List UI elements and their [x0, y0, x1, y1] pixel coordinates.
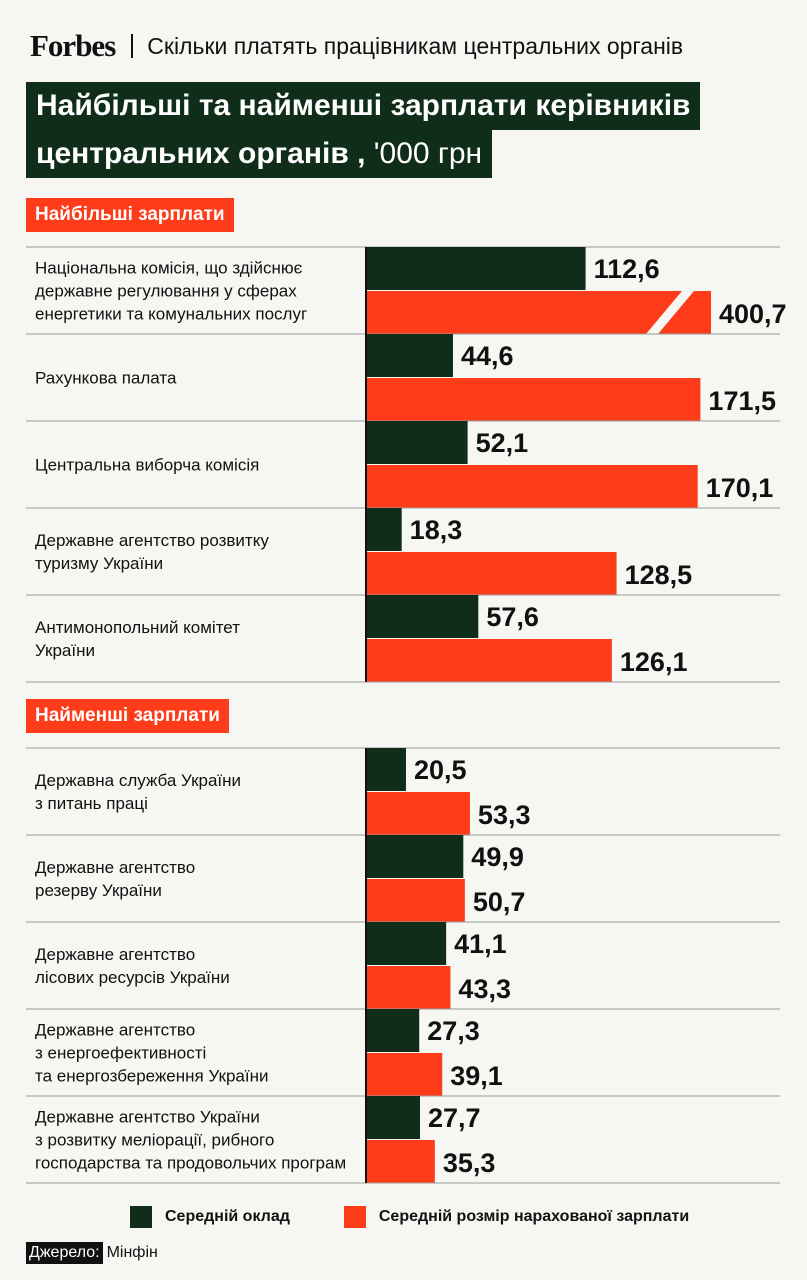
value-label-salary-3: 18,3	[410, 515, 463, 545]
source: Джерело: Мінфін	[26, 1242, 158, 1264]
row-label-0-line2: енергетики та комунальних послуг	[35, 305, 307, 324]
row-label-0-line1: державне регулювання у сферах	[35, 282, 297, 301]
bar-salary-8	[366, 1009, 420, 1052]
row-label-9-line2: господарства та продовольчих програм	[35, 1154, 346, 1173]
value-label-salary-8: 27,3	[427, 1016, 480, 1046]
value-label-accrued-8: 39,1	[450, 1061, 503, 1091]
source-value: Мінфін	[106, 1244, 158, 1261]
bar-accrued-5	[366, 792, 470, 835]
bar-salary-7	[366, 922, 447, 965]
row-label-9-line0: Державне агентство України	[35, 1108, 260, 1127]
section-header-highest: Найбільші зарплати	[26, 198, 234, 232]
legend-item-salary: Середній оклад	[130, 1206, 290, 1228]
header-separator	[131, 34, 134, 58]
value-label-salary-4: 57,6	[486, 602, 539, 632]
bar-accrued-8	[366, 1053, 443, 1096]
value-label-accrued-5: 53,3	[478, 800, 531, 830]
bar-accrued-7	[366, 966, 451, 1009]
row-label-3-line0: Державне агентство розвитку	[35, 531, 269, 550]
row-label-6-line0: Державне агентство	[35, 858, 195, 877]
row-label-7-line1: лісових ресурсів України	[35, 968, 230, 987]
bar-salary-2	[366, 421, 468, 464]
row-label-8-line0: Державне агентство	[35, 1021, 195, 1040]
row-label-3-line1: туризму України	[35, 554, 163, 573]
bar-salary-3	[366, 508, 402, 551]
row-label-5-line0: Державна служба України	[35, 771, 241, 790]
section-header-lowest: Найменші зарплати	[26, 699, 229, 733]
legend: Середній оклад Середній розмір нарахован…	[130, 1206, 689, 1228]
bar-salary-0	[366, 247, 586, 290]
row-label-4-line0: Антимонопольний комітет	[35, 618, 240, 637]
bar-salary-9	[366, 1096, 421, 1139]
row-label-5-line1: з питань праці	[35, 794, 148, 813]
value-label-accrued-3: 128,5	[625, 560, 693, 590]
chart-title-unit: '000 грн	[373, 137, 483, 170]
bar-accrued-2	[366, 465, 698, 508]
chart-title-line1: Найбільші та найменші зарплати керівникі…	[26, 82, 701, 130]
value-label-salary-5: 20,5	[414, 755, 467, 785]
row-label-9-line1: з розвитку меліорації, рибного	[35, 1131, 274, 1150]
row-label-8-line1: з енергоефективності	[35, 1044, 206, 1063]
source-label: Джерело:	[26, 1242, 103, 1264]
value-label-accrued-0: 400,7	[719, 299, 787, 329]
legend-label-salary: Середній оклад	[165, 1208, 290, 1225]
bar-salary-1	[366, 334, 453, 377]
bar-salary-5	[366, 748, 406, 791]
axis-break-mark	[646, 291, 694, 334]
value-label-salary-6: 49,9	[471, 842, 524, 872]
bar-accrued-9	[366, 1140, 435, 1183]
value-label-accrued-1: 171,5	[708, 386, 776, 416]
value-label-accrued-4: 126,1	[620, 647, 688, 677]
row-label-6-line1: резерву України	[35, 881, 162, 900]
value-label-salary-2: 52,1	[476, 428, 529, 458]
row-label-2-line0: Центральна виборча комісія	[35, 456, 259, 475]
row-label-1-line0: Рахункова палата	[35, 369, 177, 388]
chart-title: Найбільші та найменші зарплати керівникі…	[26, 82, 701, 178]
bar-accrued-3	[366, 552, 617, 595]
value-label-salary-9: 27,7	[428, 1103, 481, 1133]
header: Forbes Скільки платять працівникам центр…	[30, 26, 683, 66]
row-label-7-line0: Державне агентство	[35, 945, 195, 964]
bar-salary-6	[366, 835, 464, 878]
value-label-salary-1: 44,6	[461, 341, 514, 371]
value-label-accrued-7: 43,3	[458, 974, 511, 1004]
bar-salary-4	[366, 595, 479, 638]
header-subtitle: Скільки платять працівникам центральних …	[147, 32, 684, 59]
bar-accrued-4	[366, 639, 612, 682]
value-label-accrued-6: 50,7	[473, 887, 526, 917]
legend-swatch-salary	[130, 1206, 152, 1228]
bar-accrued-1	[366, 378, 701, 421]
row-label-0-line0: Національна комісія, що здійснює	[35, 259, 303, 278]
forbes-logo: Forbes	[30, 28, 116, 63]
value-label-salary-7: 41,1	[454, 929, 507, 959]
value-label-accrued-9: 35,3	[443, 1148, 496, 1178]
row-label-8-line2: та енергозбереження України	[35, 1067, 268, 1086]
chart-title-text2: центральних органів ,	[36, 137, 366, 170]
bar-accrued-6	[366, 879, 465, 922]
value-label-salary-0: 112,6	[594, 254, 660, 284]
row-label-4-line1: України	[35, 641, 95, 660]
legend-label-accrued: Середній розмір нарахованої зарплати	[378, 1208, 690, 1225]
value-label-accrued-2: 170,1	[706, 473, 774, 503]
legend-item-accrued: Середній розмір нарахованої зарплати	[343, 1206, 690, 1228]
legend-swatch-accrued	[343, 1206, 366, 1228]
chart-title-line2: центральних органів , '000 грн	[26, 130, 493, 178]
